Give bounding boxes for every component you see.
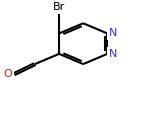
Text: Br: Br (53, 3, 65, 12)
Text: O: O (4, 69, 12, 79)
Text: N: N (109, 49, 117, 59)
Text: N: N (109, 28, 117, 38)
